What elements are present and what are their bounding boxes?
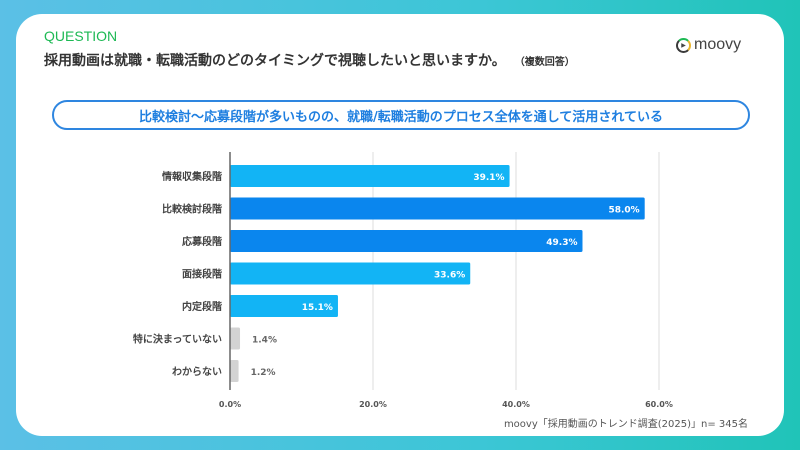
- data-label: 49.3%: [546, 238, 577, 248]
- data-label: 15.1%: [302, 303, 333, 313]
- category-label: 情報収集段階: [162, 170, 222, 183]
- data-label: 58.0%: [608, 206, 639, 216]
- bar: [230, 295, 338, 317]
- moovy-logo: ▶ moovy: [676, 36, 741, 54]
- question-text: 採用動画は就職・転職活動のどのタイミングで視聴したいと思いますか。: [44, 53, 506, 69]
- bar: [230, 197, 645, 220]
- question-label: QUESTION: [44, 28, 118, 44]
- data-label: 33.6%: [434, 271, 465, 281]
- card: [16, 14, 784, 436]
- question-note: （複数回答）: [519, 57, 575, 68]
- bar: [230, 360, 239, 382]
- data-label: 39.1%: [473, 173, 504, 183]
- category-label: 内定段階: [182, 300, 222, 313]
- x-tick-label: 60.0%: [645, 400, 673, 409]
- data-label: 1.4%: [252, 336, 277, 346]
- bar: [230, 230, 583, 252]
- bar: [230, 327, 241, 350]
- question-title: 採用動画は就職・転職活動のどのタイミングで視聴したいと思いますか。 （複数回答）: [44, 50, 575, 70]
- logo-text: moovy: [694, 36, 742, 53]
- category-label: 面接段階: [182, 268, 222, 281]
- summary-banner: 比較検討〜応募段階が多いものの、就職/転職活動のプロセス全体を通して活用されてい…: [52, 100, 750, 130]
- source-note: moovy「採用動画のトレンド調査(2025)」n= 345名: [503, 419, 748, 430]
- bar: [230, 165, 510, 187]
- category-label: 比較検討段階: [162, 203, 222, 216]
- x-tick-label: 20.0%: [359, 400, 387, 409]
- data-label: 1.2%: [251, 368, 276, 378]
- category-label: わからない: [172, 366, 222, 378]
- bar: [230, 262, 471, 285]
- play-icon: ▶: [676, 37, 691, 53]
- x-tick-label: 40.0%: [502, 400, 530, 409]
- category-label: 特に決まっていない: [133, 333, 222, 346]
- x-tick-label: 0.0%: [219, 400, 241, 409]
- category-label: 応募段階: [182, 235, 222, 248]
